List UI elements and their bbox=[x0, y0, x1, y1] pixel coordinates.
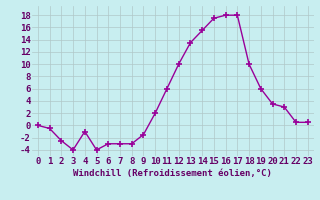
X-axis label: Windchill (Refroidissement éolien,°C): Windchill (Refroidissement éolien,°C) bbox=[73, 169, 272, 178]
